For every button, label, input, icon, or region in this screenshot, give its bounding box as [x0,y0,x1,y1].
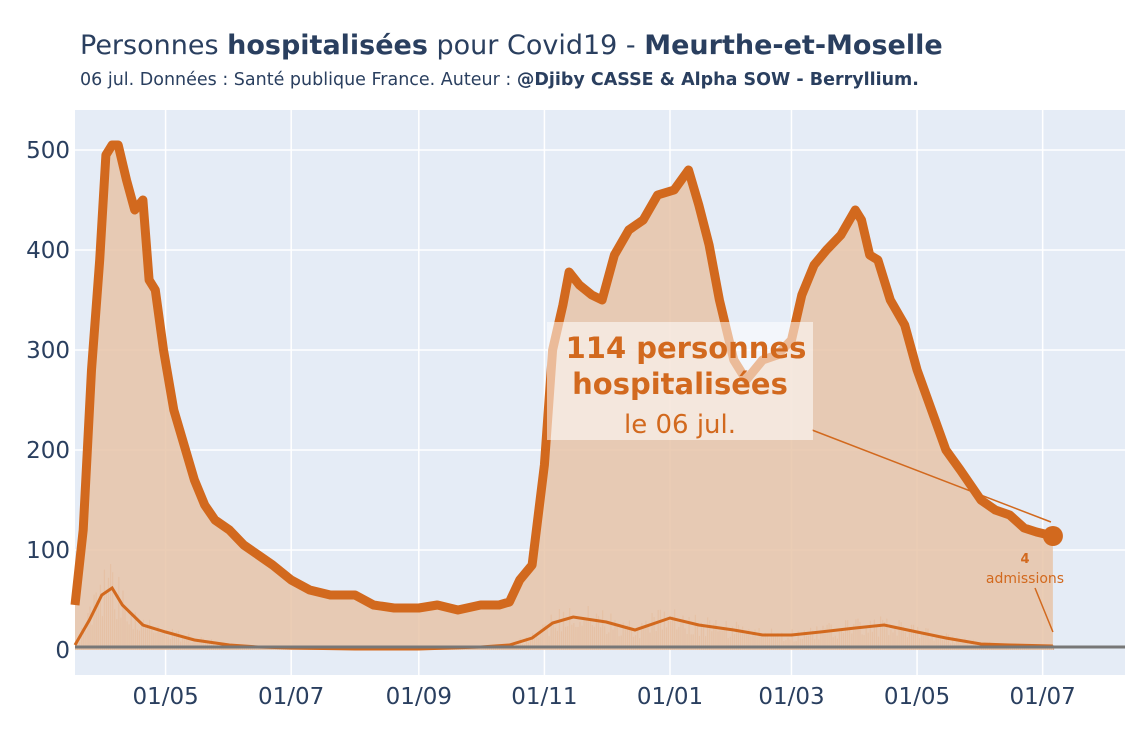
y-tick-label: 200 [26,438,70,464]
x-tick-label: 01/03 [758,684,824,710]
admissions-annotation-value: 4 [1020,552,1029,567]
chart-title: Personnes hospitalisées pour Covid19 - M… [80,30,943,61]
admissions-line [73,585,1053,651]
main-annotation-line2: hospitalisées [572,367,788,401]
x-tick-label: 01/05 [884,684,950,710]
y-tick-label: 100 [26,538,70,564]
y-tick-label: 300 [26,338,70,364]
y-tick-label: 0 [55,638,70,664]
main-annotation-line1: 114 personnes [566,331,807,365]
x-tick-label: 01/09 [386,684,452,710]
x-tick-label: 01/07 [258,684,324,710]
chart-subtitle: 06 jul. Données : Santé publique France.… [80,70,919,90]
x-tick-label: 01/05 [132,684,198,710]
y-tick-label: 400 [26,238,70,264]
admissions-annotation-label: admissions [986,571,1064,587]
x-tick-label: 01/07 [1009,684,1075,710]
x-tick-label: 01/01 [637,684,703,710]
x-tick-label: 01/11 [511,684,577,710]
main-annotation-arrow [811,429,1052,523]
main-annotation-line3: le 06 jul. [624,410,736,440]
hospitalisations-line [70,140,1054,615]
end-point-marker [1042,526,1063,546]
y-tick-label: 500 [26,138,70,164]
admissions-annotation-arrow [1034,587,1054,633]
x-axis: 01/05 01/07 01/09 01/11 01/01 01/03 01/05 01/07 [132,684,1075,710]
main-annotation-box [547,322,813,440]
y-axis: 0 100 200 300 400 500 [26,138,70,664]
